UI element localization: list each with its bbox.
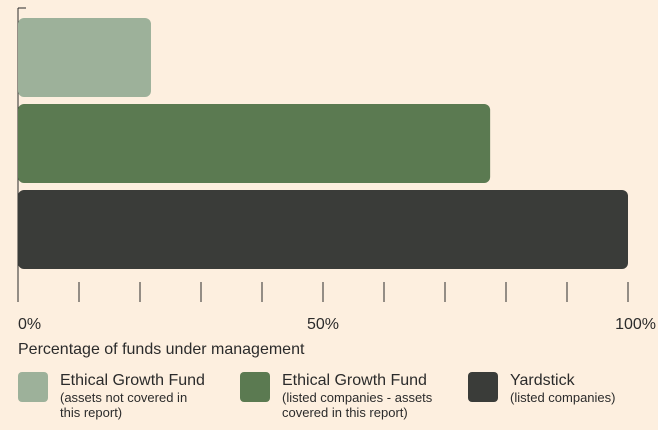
x-tick-label: 0% (18, 316, 41, 333)
x-tick-label: 50% (307, 316, 339, 333)
legend-name: Ethical Growth Fund (282, 372, 427, 389)
bar (18, 18, 151, 97)
legend-note: (listed companies) (510, 390, 616, 405)
legend-name: Ethical Growth Fund (60, 372, 205, 389)
legend-note: (listed companies - assets covered in th… (282, 390, 433, 420)
bar (18, 190, 628, 269)
x-tick-label: 100% (615, 316, 656, 333)
legend-swatch (468, 372, 498, 402)
bar (18, 104, 491, 183)
legend-swatch (18, 372, 48, 402)
legend-swatch (240, 372, 270, 402)
legend-text: Ethical Growth Fund (assets not covered i… (60, 372, 230, 420)
legend-item: Yardstick (listed companies) (468, 372, 658, 405)
legend-text: Ethical Growth Fund (listed companies - a… (282, 372, 452, 420)
legend-name: Yardstick (510, 372, 575, 389)
chart: Percentage of funds under management 0% 5… (17, 7, 656, 358)
legend-note: (assets not covered in this report) (60, 390, 188, 420)
legend-item: Ethical Growth Fund (listed companies - a… (240, 372, 452, 420)
x-axis-title: Percentage of funds under management (18, 341, 305, 358)
legend-item: Ethical Growth Fund (assets not covered i… (18, 372, 230, 420)
legend-text: Yardstick (listed companies) (510, 372, 658, 405)
